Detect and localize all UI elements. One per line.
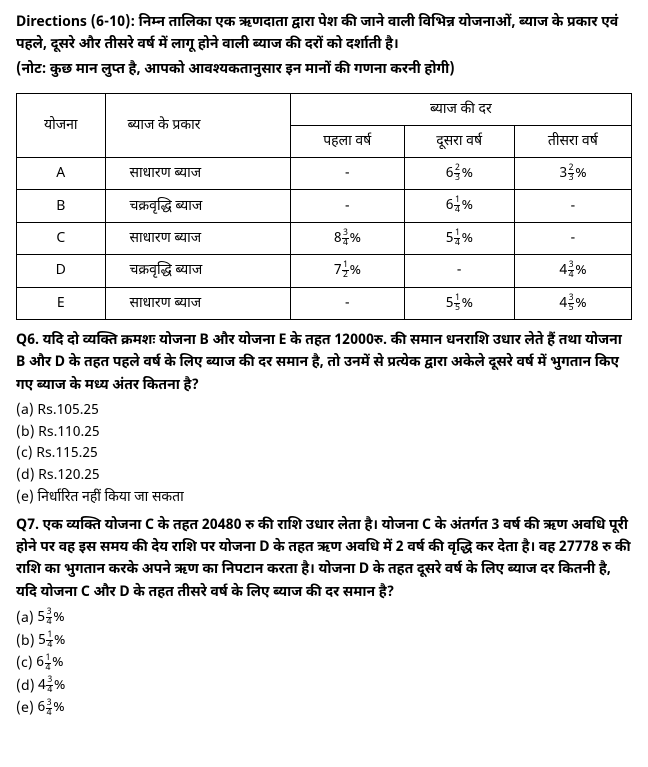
cell-y2: 514% <box>404 222 514 254</box>
cell-scheme: A <box>17 158 106 190</box>
col-year2: दूसरा वर्ष <box>404 126 514 158</box>
cell-y3: 323% <box>514 158 631 190</box>
table-row: A साधारण ब्याज - 623% 323% <box>17 158 632 190</box>
directions-text: Directions (6-10): निम्न तालिका एक ऋणदात… <box>16 12 632 55</box>
cell-y1: 712% <box>290 255 404 287</box>
option-a: (a) Rs.105.25 <box>16 400 632 422</box>
option-d: (d) 434% <box>16 675 632 698</box>
cell-scheme: E <box>17 287 106 319</box>
cell-y3: - <box>514 222 631 254</box>
cell-y3: 435% <box>514 287 631 319</box>
q7-text: Q7. एक व्यक्ति योजना C के तहत 20480 रु क… <box>16 515 632 605</box>
cell-scheme: D <box>17 255 106 287</box>
cell-type: साधारण ब्याज <box>105 222 290 254</box>
option-b: (b) Rs.110.25 <box>16 422 632 444</box>
q7-options: (a) 534% (b) 514% (c) 614% (d) 434% (e) … <box>16 607 632 720</box>
cell-y2: - <box>404 255 514 287</box>
cell-y2: 614% <box>404 190 514 222</box>
col-type: ब्याज के प्रकार <box>105 94 290 158</box>
col-year1: पहला वर्ष <box>290 126 404 158</box>
cell-type: साधारण ब्याज <box>105 287 290 319</box>
table-row: B चक्रवृद्धि ब्याज - 614% - <box>17 190 632 222</box>
col-scheme: योजना <box>17 94 106 158</box>
table-row: E साधारण ब्याज - 515% 435% <box>17 287 632 319</box>
cell-type: चक्रवृद्धि ब्याज <box>105 190 290 222</box>
option-e: (e) निर्धारित नहीं किया जा सकता <box>16 487 632 509</box>
cell-y1: 834% <box>290 222 404 254</box>
cell-y2: 623% <box>404 158 514 190</box>
cell-type: चक्रवृद्धि ब्याज <box>105 255 290 287</box>
cell-y1: - <box>290 287 404 319</box>
col-year3: तीसरा वर्ष <box>514 126 631 158</box>
rates-table: योजना ब्याज के प्रकार ब्याज की दर पहला व… <box>16 93 632 320</box>
option-c: (c) 614% <box>16 652 632 675</box>
cell-y3: - <box>514 190 631 222</box>
cell-y1: - <box>290 158 404 190</box>
note-text: (नोट: कुछ मान लुप्त है, आपको आवश्यकतानुस… <box>16 59 632 81</box>
table-row: C साधारण ब्याज 834% 514% - <box>17 222 632 254</box>
cell-y1: - <box>290 190 404 222</box>
option-c: (c) Rs.115.25 <box>16 443 632 465</box>
option-b: (b) 514% <box>16 630 632 653</box>
option-a: (a) 534% <box>16 607 632 630</box>
cell-scheme: B <box>17 190 106 222</box>
q6-text: Q6. यदि दो व्यक्ति क्रमशः योजना B और योज… <box>16 330 632 397</box>
cell-y3: 434% <box>514 255 631 287</box>
cell-type: साधारण ब्याज <box>105 158 290 190</box>
cell-scheme: C <box>17 222 106 254</box>
option-d: (d) Rs.120.25 <box>16 465 632 487</box>
col-rate-header: ब्याज की दर <box>290 94 631 126</box>
option-e: (e) 634% <box>16 697 632 720</box>
cell-y2: 515% <box>404 287 514 319</box>
q6-options: (a) Rs.105.25 (b) Rs.110.25 (c) Rs.115.2… <box>16 400 632 508</box>
table-row: D चक्रवृद्धि ब्याज 712% - 434% <box>17 255 632 287</box>
